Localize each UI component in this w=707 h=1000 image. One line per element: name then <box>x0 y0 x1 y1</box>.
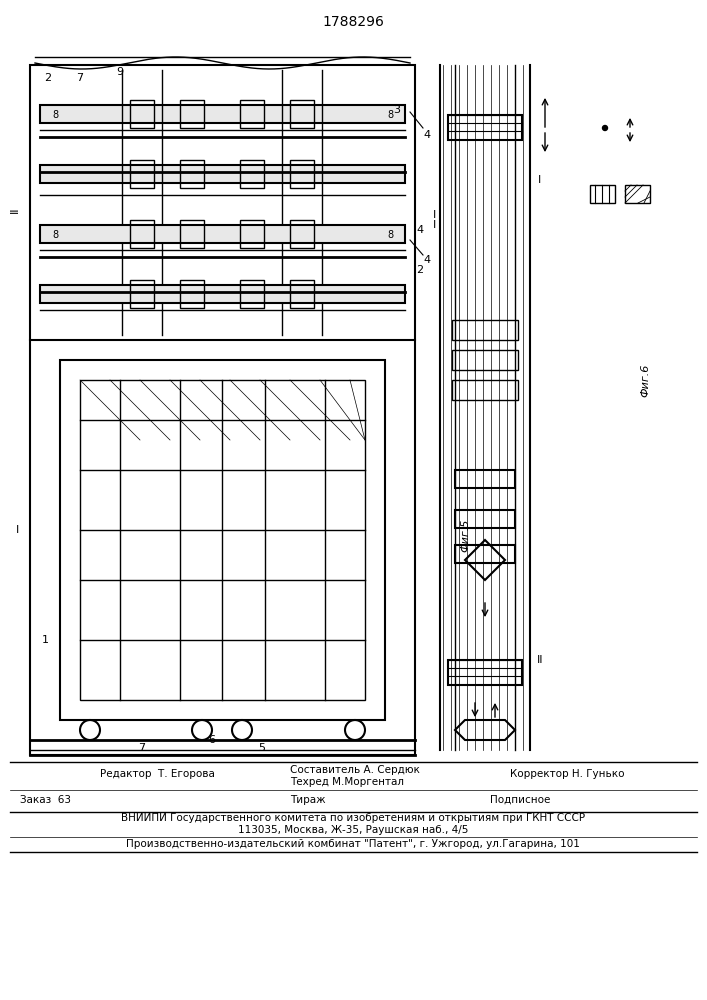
Text: I: I <box>433 210 437 220</box>
Bar <box>625 185 650 203</box>
Text: Тираж: Тираж <box>290 795 326 805</box>
Bar <box>452 350 518 370</box>
Bar <box>40 105 405 123</box>
Text: 5: 5 <box>259 743 266 753</box>
Text: I: I <box>433 220 437 230</box>
Text: 4: 4 <box>423 130 431 140</box>
Bar <box>130 280 154 308</box>
Text: 7: 7 <box>76 73 83 83</box>
Text: 4: 4 <box>423 255 431 265</box>
Bar <box>590 185 615 203</box>
Bar <box>80 380 365 700</box>
Text: 8: 8 <box>387 230 393 240</box>
Bar <box>290 160 314 188</box>
Text: ВНИИПИ Государственного комитета по изобретениям и открытиям при ГКНТ СССР: ВНИИПИ Государственного комитета по изоб… <box>121 813 585 823</box>
Text: II: II <box>10 207 20 213</box>
Text: Подписное: Подписное <box>490 795 550 805</box>
Text: Фиг.6: Фиг.6 <box>640 363 650 397</box>
Bar <box>180 160 204 188</box>
Bar <box>240 160 264 188</box>
Text: 113035, Москва, Ж-35, Раушская наб., 4/5: 113035, Москва, Ж-35, Раушская наб., 4/5 <box>238 825 468 835</box>
Bar <box>455 470 515 488</box>
Bar <box>455 545 515 563</box>
Text: Корректор Н. Гунько: Корректор Н. Гунько <box>510 769 624 779</box>
Bar <box>240 100 264 128</box>
Text: 8: 8 <box>52 230 58 240</box>
Text: Фиг.5: Фиг.5 <box>460 518 470 552</box>
Bar <box>30 65 415 755</box>
Bar <box>290 220 314 248</box>
Text: Составитель А. Сердюк: Составитель А. Сердюк <box>290 765 420 775</box>
Bar <box>290 280 314 308</box>
Bar <box>130 160 154 188</box>
Text: Производственно-издательский комбинат "Патент", г. Ужгород, ул.Гагарина, 101: Производственно-издательский комбинат "П… <box>126 839 580 849</box>
Text: 3: 3 <box>394 105 400 115</box>
Text: 7: 7 <box>139 743 146 753</box>
Bar <box>452 380 518 400</box>
Bar <box>180 280 204 308</box>
Bar <box>130 100 154 128</box>
Bar <box>180 220 204 248</box>
Text: 8: 8 <box>52 110 58 120</box>
Text: II: II <box>537 655 543 665</box>
Bar <box>455 510 515 528</box>
Circle shape <box>602 125 607 130</box>
Bar <box>240 220 264 248</box>
Text: 1788296: 1788296 <box>322 15 384 29</box>
Text: 1: 1 <box>42 635 49 645</box>
Text: 2: 2 <box>45 73 52 83</box>
Bar <box>240 280 264 308</box>
Bar <box>40 225 405 243</box>
Text: 2: 2 <box>416 265 423 275</box>
Text: 9: 9 <box>117 67 124 77</box>
Text: 4: 4 <box>416 225 423 235</box>
Text: I: I <box>538 175 542 185</box>
Text: I: I <box>16 525 20 535</box>
Bar <box>40 165 405 183</box>
Text: Заказ  63: Заказ 63 <box>20 795 71 805</box>
Bar <box>448 660 522 685</box>
Bar <box>290 100 314 128</box>
Text: 8: 8 <box>387 110 393 120</box>
Text: Редактор  Т. Егорова: Редактор Т. Егорова <box>100 769 215 779</box>
Bar <box>452 320 518 340</box>
Text: Техред М.Моргентал: Техред М.Моргентал <box>290 777 404 787</box>
Text: 6: 6 <box>209 735 216 745</box>
Bar <box>180 100 204 128</box>
Bar <box>448 115 522 140</box>
Bar <box>60 360 385 720</box>
Bar <box>40 285 405 303</box>
Bar <box>130 220 154 248</box>
